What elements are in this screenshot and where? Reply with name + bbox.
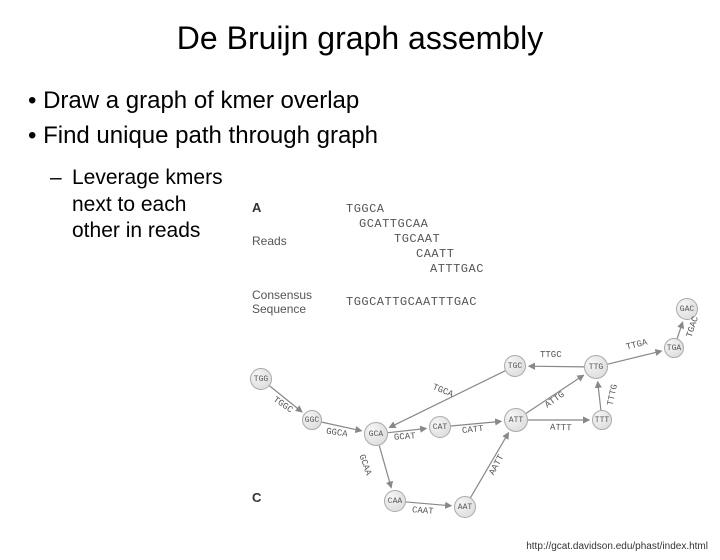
edge-label-gca-caa: GCAA	[356, 453, 373, 477]
bullet-2-text: Find unique path through graph	[43, 122, 378, 149]
edge-label-tgc-gca: TGCA	[431, 382, 455, 399]
node-ttt: TTT	[592, 410, 612, 430]
node-tga: TGA	[664, 338, 684, 358]
edge-label-ttg-tga: TTGA	[625, 338, 648, 353]
edge-label-att-ttt: ATTT	[550, 423, 572, 434]
read-1: GCATTGCAA	[359, 217, 428, 231]
consensus-label-1: Consensus	[252, 288, 312, 302]
node-caa: CAA	[384, 490, 406, 512]
read-3: CAATT	[416, 247, 455, 261]
edge-label-tgg-ggc: TGGC	[271, 395, 294, 416]
reads-label: Reads	[252, 234, 287, 248]
section-a-label: A	[252, 200, 261, 215]
read-0: TGGCA	[346, 202, 385, 216]
node-aat: AAT	[454, 496, 476, 518]
node-gca: GCA	[364, 422, 388, 446]
graph-edges	[244, 200, 714, 530]
read-2: TGCAAT	[394, 232, 440, 246]
node-att: ATT	[504, 408, 528, 432]
edge-label-att-ttg: ATTG	[543, 390, 566, 411]
diagram: A Reads Consensus Sequence TGGCA GCATTGC…	[244, 200, 714, 530]
section-c-label: C	[252, 490, 261, 505]
edge-label-aat-att: AATT	[487, 453, 506, 477]
bullet-1-text: Draw a graph of kmer overlap	[43, 87, 359, 114]
edge-label-cat-att: CATT	[462, 424, 485, 436]
node-ttg: TTG	[584, 355, 608, 379]
edge-label-caa-aat: CAAT	[412, 505, 434, 516]
consensus-seq: TGGCATTGCAATTTGAC	[346, 295, 477, 309]
node-cat: CAT	[429, 416, 451, 438]
node-tgc: TGC	[504, 355, 526, 377]
read-4: ATTTGAC	[430, 262, 484, 276]
node-tgg: TGG	[250, 368, 272, 390]
bullet-2: • Find unique path through graph	[28, 120, 720, 151]
edge-label-gca-cat: GCAT	[394, 431, 416, 442]
citation: http://gcat.davidson.edu/phast/index.htm…	[526, 541, 708, 552]
edge-label-ttg-tgc: TTGC	[540, 350, 562, 360]
page-title: De Bruijn graph assembly	[0, 20, 720, 57]
bullet-1: • Draw a graph of kmer overlap	[28, 85, 720, 116]
sub-bullet: Leverage kmers next to each other in rea…	[72, 165, 232, 244]
node-ggc: GGC	[302, 410, 322, 430]
edge-label-ggc-gca: GGCA	[325, 427, 348, 440]
edge-label-ttt-ttg: TTTG	[606, 383, 620, 406]
consensus-label-2: Sequence	[252, 302, 306, 316]
